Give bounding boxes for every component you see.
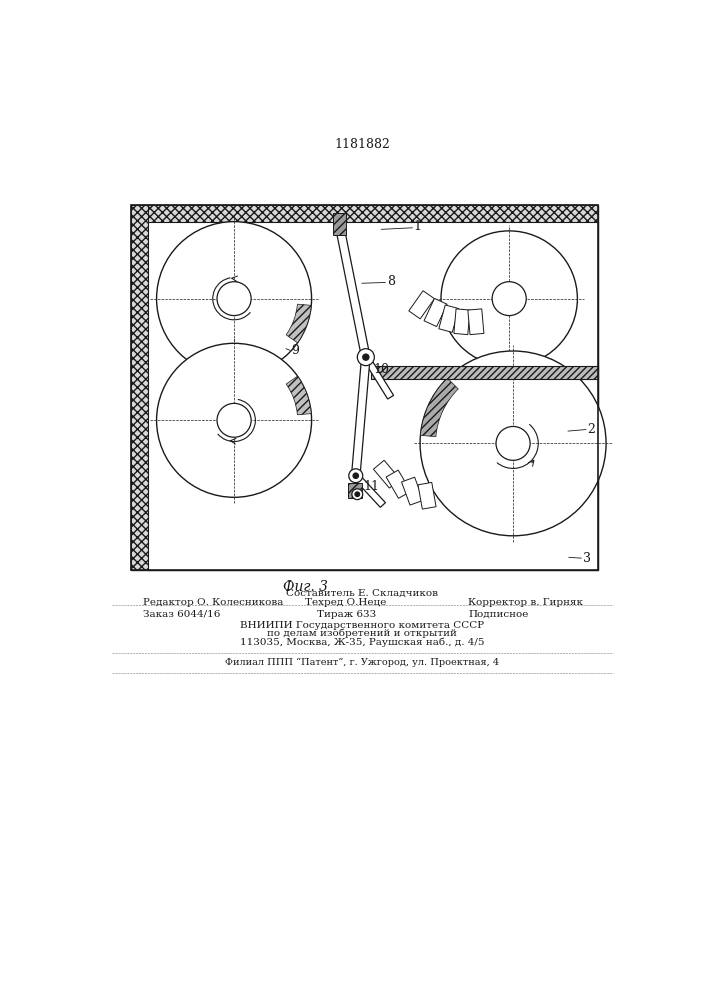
Bar	[424, 298, 447, 327]
Wedge shape	[286, 304, 311, 343]
Text: ВНИИПИ Государственного комитета СССР: ВНИИПИ Государственного комитета СССР	[240, 621, 484, 630]
Circle shape	[156, 222, 312, 376]
Text: Подписное: Подписное	[468, 610, 529, 619]
Wedge shape	[421, 378, 458, 437]
Bar	[409, 291, 434, 319]
Bar	[348, 483, 362, 498]
Circle shape	[357, 349, 374, 366]
Text: 113035, Москва, Ж-35, Раушская наб., д. 4/5: 113035, Москва, Ж-35, Раушская наб., д. …	[240, 637, 484, 647]
Circle shape	[441, 231, 578, 366]
Polygon shape	[351, 357, 370, 476]
Wedge shape	[286, 376, 311, 415]
Circle shape	[355, 492, 360, 497]
Text: 8: 8	[387, 275, 395, 288]
Circle shape	[352, 489, 363, 500]
Bar	[131, 205, 598, 222]
Bar	[418, 482, 436, 509]
Bar	[373, 460, 400, 488]
Polygon shape	[336, 229, 370, 358]
Circle shape	[353, 473, 358, 478]
Text: Фиг. 3: Фиг. 3	[283, 580, 328, 594]
Circle shape	[217, 403, 251, 437]
Text: по делам изобретений и открытий: по делам изобретений и открытий	[267, 629, 457, 638]
Polygon shape	[363, 355, 394, 399]
Polygon shape	[354, 473, 385, 507]
Bar	[454, 309, 470, 335]
Text: 11: 11	[363, 480, 380, 493]
Text: Тираж 633: Тираж 633	[317, 610, 376, 619]
Text: Техред О.Неце: Техред О.Неце	[305, 598, 387, 607]
Bar	[131, 205, 148, 570]
Circle shape	[420, 351, 606, 536]
Text: Составитель Е. Складчиков: Составитель Е. Складчиков	[286, 589, 438, 598]
Bar	[402, 477, 423, 505]
Circle shape	[492, 282, 526, 316]
Text: Редактор О. Колесникова: Редактор О. Колесникова	[143, 598, 283, 607]
Text: 2: 2	[588, 423, 595, 436]
Text: 1181882: 1181882	[334, 138, 390, 151]
Bar	[386, 470, 411, 498]
Bar	[148, 222, 598, 570]
Text: Корректор в. Гирняк: Корректор в. Гирняк	[468, 598, 583, 607]
Text: Филиал ППП “Патент”, г. Ужгород, ул. Проектная, 4: Филиал ППП “Патент”, г. Ужгород, ул. Про…	[225, 657, 499, 667]
Bar	[439, 305, 459, 332]
Bar	[148, 222, 598, 570]
Bar	[131, 205, 598, 570]
Bar	[468, 309, 484, 335]
Circle shape	[217, 282, 251, 316]
Bar	[131, 205, 598, 570]
Text: 10: 10	[373, 363, 390, 376]
Bar	[371, 366, 598, 379]
Text: 3: 3	[583, 552, 591, 565]
Bar	[332, 213, 346, 235]
Text: Заказ 6044/16: Заказ 6044/16	[143, 610, 220, 619]
Text: 1: 1	[414, 220, 422, 233]
Circle shape	[349, 469, 363, 483]
Circle shape	[363, 354, 369, 360]
Text: 9: 9	[291, 344, 299, 358]
Circle shape	[156, 343, 312, 497]
Circle shape	[496, 426, 530, 460]
